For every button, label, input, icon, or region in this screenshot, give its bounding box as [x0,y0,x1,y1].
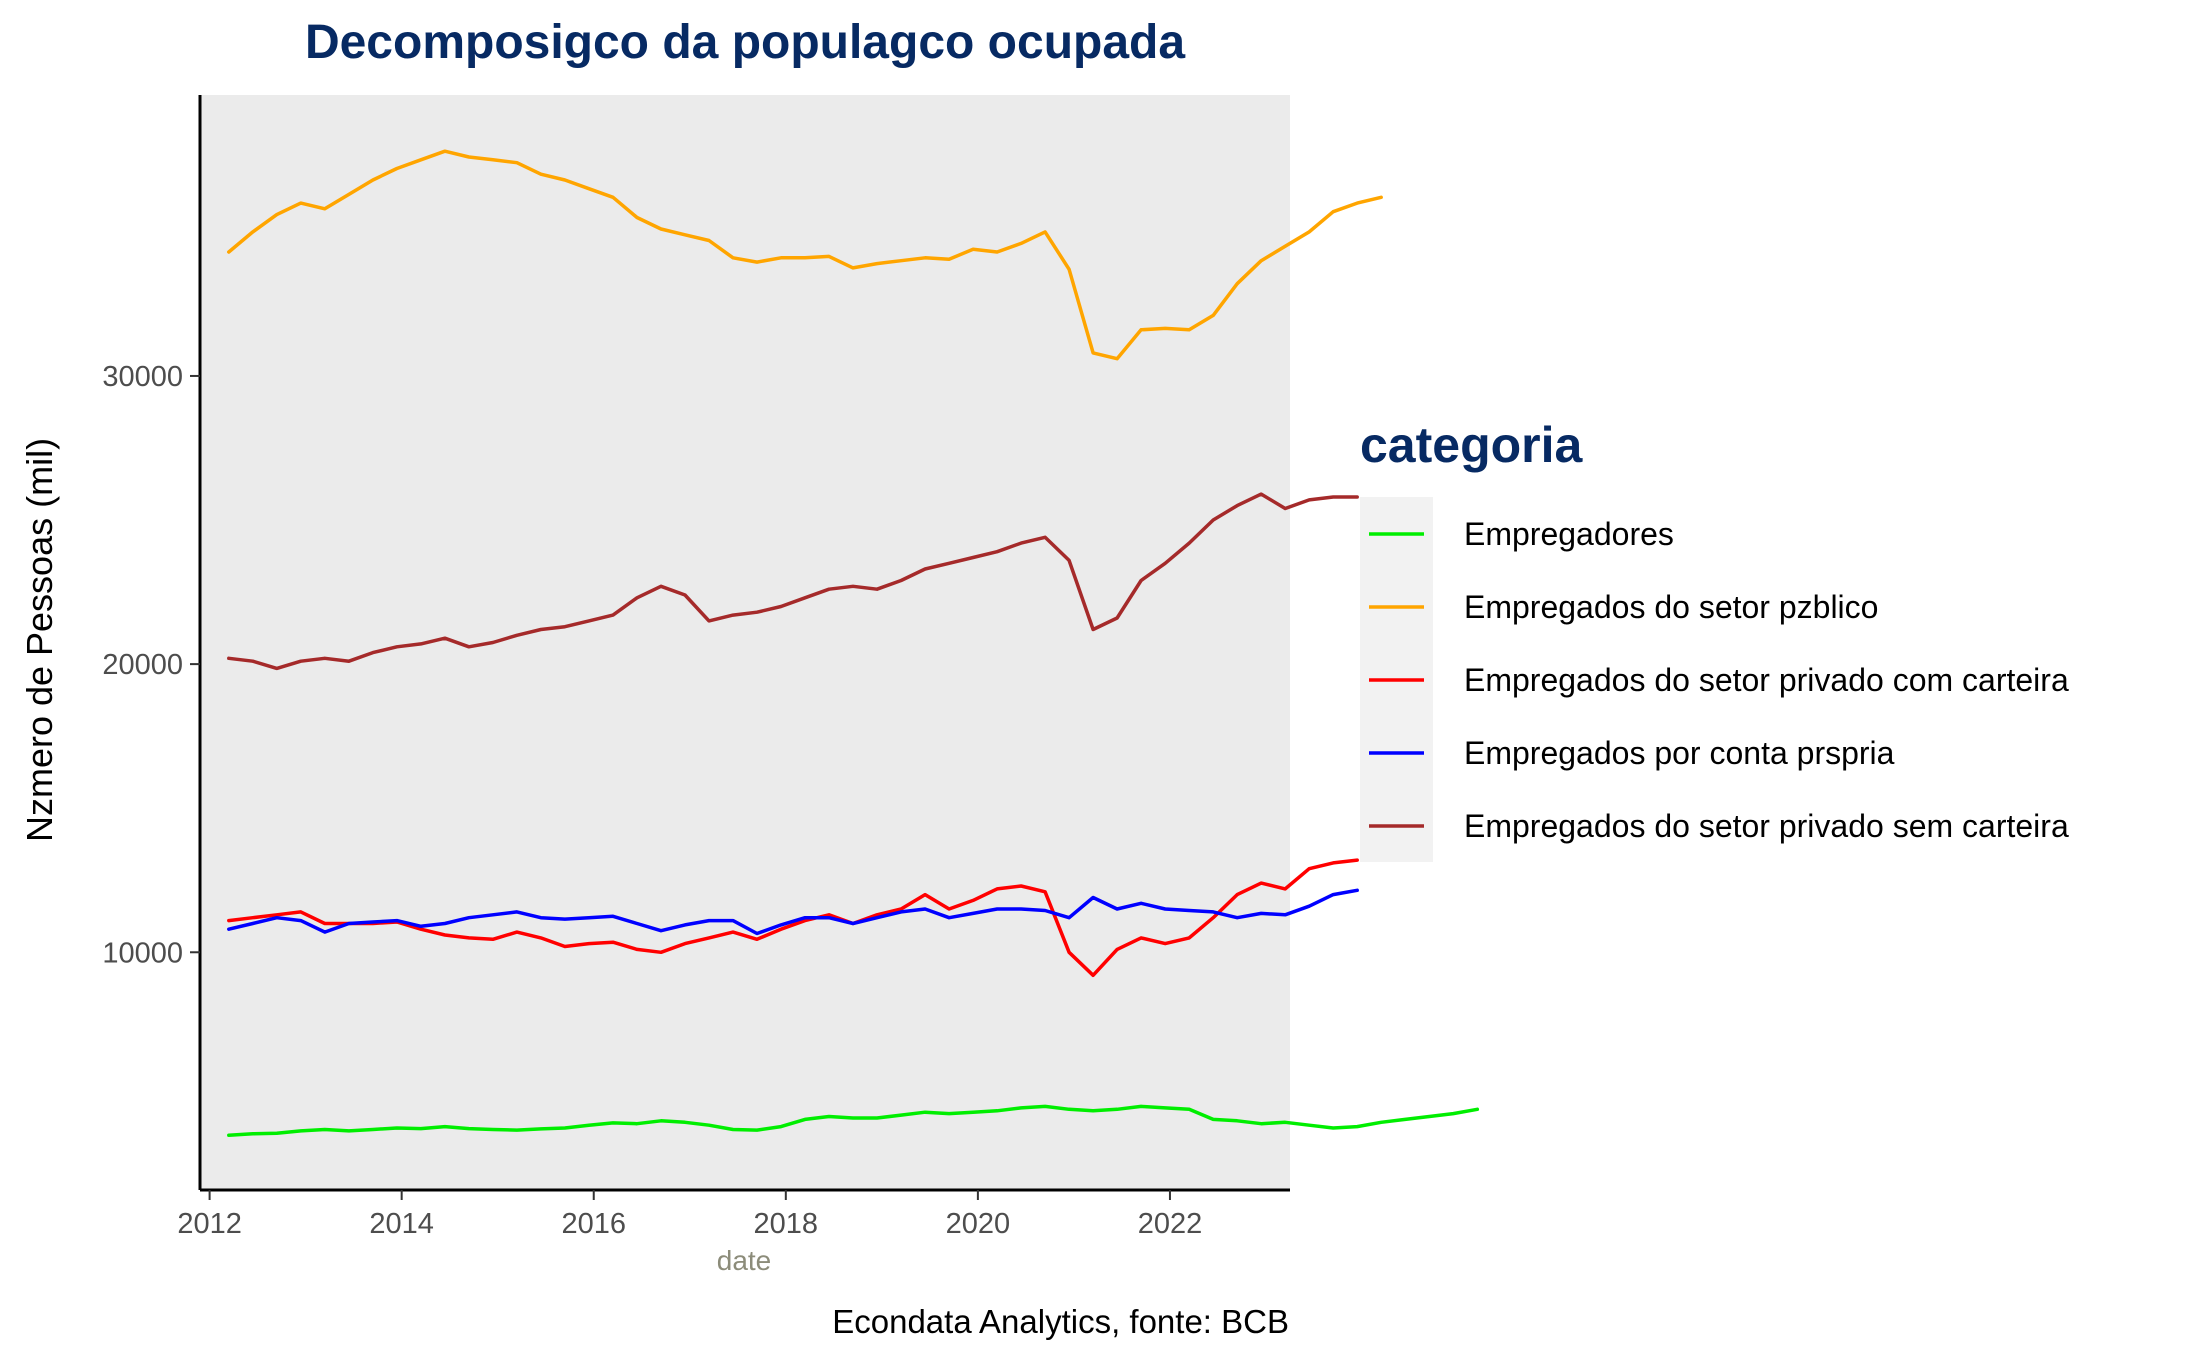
legend-label-3: Empregados do setor privado com carteira [1464,662,2069,698]
chart-caption: Econdata Analytics, fonte: BCB [832,1303,1289,1340]
plot-panel [200,95,1290,1190]
legend-label-4: Empregados por conta prspria [1464,735,1895,771]
x-axis-label: date [717,1245,772,1276]
series-line-4 [227,888,1359,936]
x-tick-label: 2016 [561,1208,626,1240]
y-tick-label: 30000 [102,361,183,393]
x-tick-label: 2014 [369,1208,434,1240]
legend-title: categoria [1360,417,1584,473]
y-axis-ticks: 10000 20000 30000 [102,361,200,969]
x-tick-label: 2012 [177,1208,242,1240]
y-axis-label: Nzmero de Pessoas (mil) [19,438,60,842]
legend-label-2: Empregados do setor pzblico [1464,589,1878,625]
legend-label-5: Empregados do setor privado sem carteira [1464,808,2069,844]
series-line-3 [227,858,1359,978]
chart-title: Decomposigco da populagco ocupada [305,16,1185,69]
legend: Empregadores Empregados do setor pzblico E… [1369,516,2069,844]
x-tick-label: 2022 [1138,1208,1203,1240]
series-layer [227,149,1480,1138]
x-tick-label: 2018 [754,1208,819,1240]
x-tick-label: 2020 [946,1208,1011,1240]
series-line-1 [227,1104,1480,1138]
series-line-2 [227,149,1383,361]
y-tick-label: 10000 [102,937,183,969]
y-tick-label: 20000 [102,649,183,681]
series-line-5 [227,492,1359,671]
x-axis-ticks: 2012 2014 2016 2018 2020 2022 [177,1190,1202,1240]
legend-label-1: Empregadores [1464,516,1674,552]
